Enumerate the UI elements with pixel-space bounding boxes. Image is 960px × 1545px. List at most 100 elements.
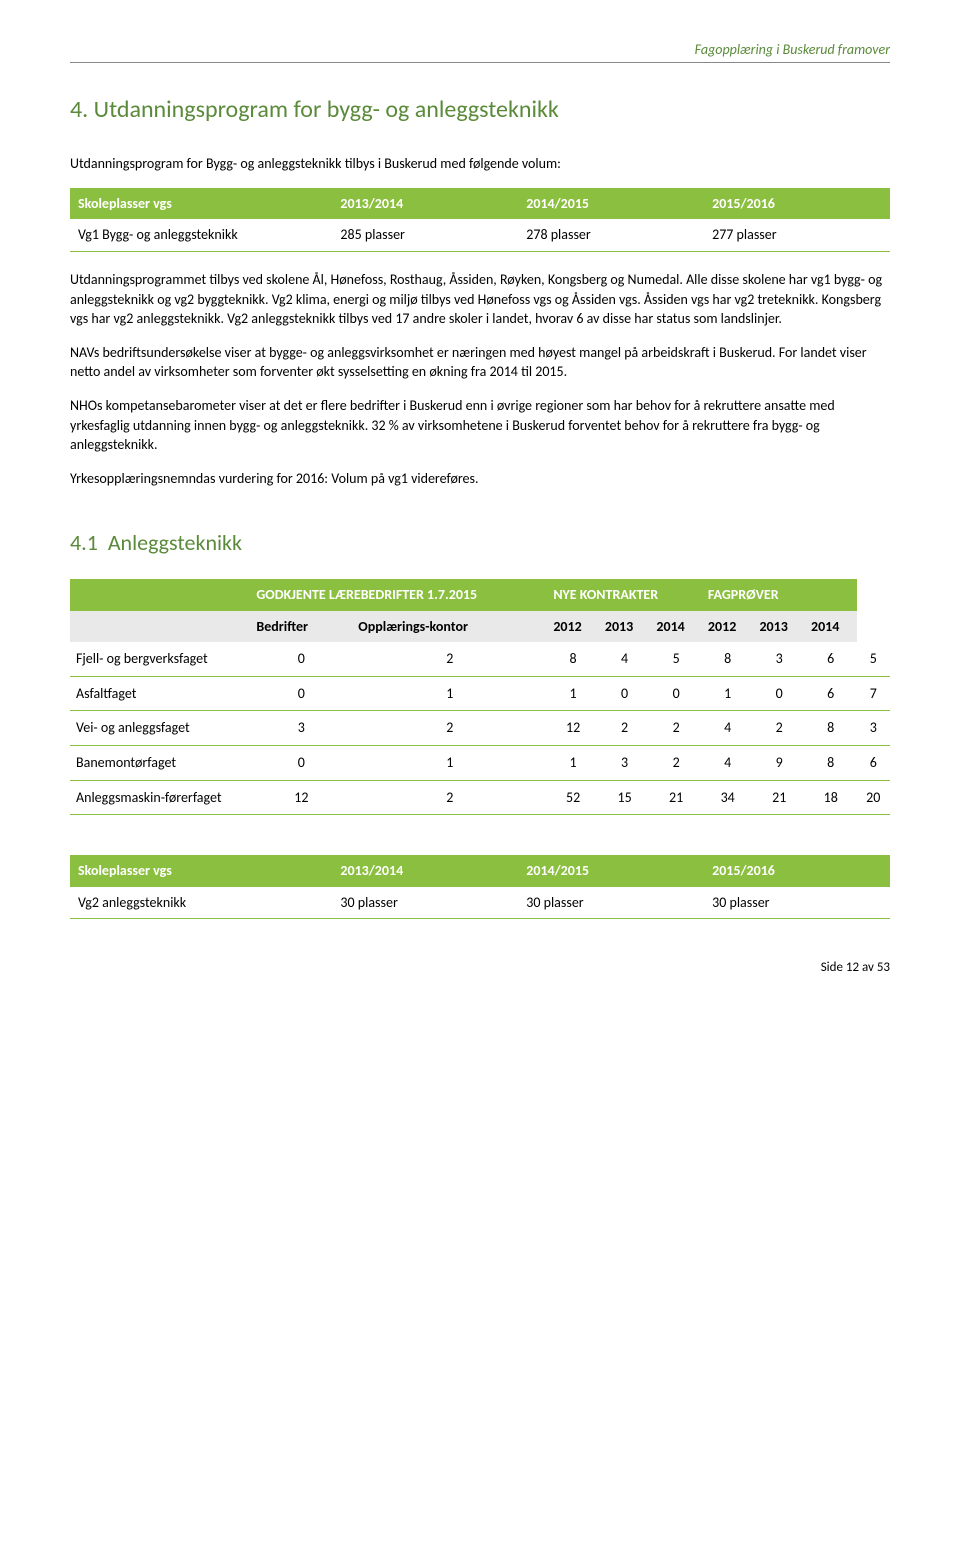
row-label: Banemontørfaget <box>70 746 250 781</box>
cell: 8 <box>547 642 599 676</box>
row-label: Vg1 Bygg- og anleggsteknikk <box>70 219 332 251</box>
cell: 2 <box>650 711 702 746</box>
col-sub-header <box>70 611 250 643</box>
row-label: Anleggsmaskin-førerfaget <box>70 780 250 815</box>
cell: 30 plasser <box>518 887 704 919</box>
col-group-header: FAGPRØVER <box>702 579 857 611</box>
cell: 2 <box>352 711 547 746</box>
col-sub-header: 2013 <box>599 611 651 643</box>
col-header: 2014/2015 <box>518 855 704 887</box>
cell: 4 <box>599 642 651 676</box>
col-group-header: GODKJENTE LÆREBEDRIFTER 1.7.2015 <box>250 579 547 611</box>
cell: 1 <box>702 676 754 711</box>
section-title-text: Utdanningsprogram for bygg- og anleggste… <box>94 95 559 124</box>
cell: 8 <box>805 711 857 746</box>
cell: 6 <box>805 676 857 711</box>
col-sub-header: 2012 <box>547 611 599 643</box>
table-row: Anleggsmaskin-førerfaget1225215213421182… <box>70 780 890 815</box>
cell: 34 <box>702 780 754 815</box>
cell: 1 <box>547 746 599 781</box>
row-label: Asfaltfaget <box>70 676 250 711</box>
col-sub-header: Bedrifter <box>250 611 352 643</box>
col-header: 2013/2014 <box>332 188 518 220</box>
cell: 3 <box>753 642 805 676</box>
col-sub-header: 2014 <box>650 611 702 643</box>
cell: 0 <box>250 642 352 676</box>
col-header: 2015/2016 <box>704 188 890 220</box>
cell: 2 <box>599 711 651 746</box>
cell: 1 <box>352 676 547 711</box>
col-header: Skoleplasser vgs <box>70 188 332 220</box>
cell: 0 <box>650 676 702 711</box>
subsection-title: 4.1 Anleggsteknikk <box>70 528 890 559</box>
col-header: 2015/2016 <box>704 855 890 887</box>
col-header: Skoleplasser vgs <box>70 855 332 887</box>
cell: 3 <box>599 746 651 781</box>
cell: 6 <box>805 642 857 676</box>
cell: 21 <box>650 780 702 815</box>
schoolplaces-table-2: Skoleplasser vgs 2013/2014 2014/2015 201… <box>70 855 890 919</box>
cell: 277 plasser <box>704 219 890 251</box>
section-number: 4. <box>70 95 88 124</box>
cell: 20 <box>857 780 891 815</box>
cell: 1 <box>547 676 599 711</box>
body-paragraph: NAVs bedriftsundersøkelse viser at bygge… <box>70 343 890 382</box>
col-sub-header: 2014 <box>805 611 857 643</box>
cell: 2 <box>352 780 547 815</box>
cell: 52 <box>547 780 599 815</box>
subsection-number: 4.1 <box>70 529 98 556</box>
table-row: Asfaltfaget011001067 <box>70 676 890 711</box>
table-row: Vg2 anleggsteknikk 30 plasser 30 plasser… <box>70 887 890 919</box>
cell: 12 <box>250 780 352 815</box>
cell: 0 <box>250 676 352 711</box>
cell: 15 <box>599 780 651 815</box>
table-row: Vg1 Bygg- og anleggsteknikk 285 plasser … <box>70 219 890 251</box>
body-paragraph: NHOs kompetansebarometer viser at det er… <box>70 396 890 455</box>
col-group-header: NYE KONTRAKTER <box>547 579 702 611</box>
cell: 12 <box>547 711 599 746</box>
row-label: Fjell- og bergverksfaget <box>70 642 250 676</box>
cell: 8 <box>805 746 857 781</box>
cell: 0 <box>753 676 805 711</box>
col-header: 2014/2015 <box>518 188 704 220</box>
col-group-header <box>70 579 250 611</box>
schoolplaces-table-1: Skoleplasser vgs 2013/2014 2014/2015 201… <box>70 188 890 252</box>
body-paragraph: Utdanningsprogrammet tilbys ved skolene … <box>70 270 890 329</box>
col-header: 2013/2014 <box>332 855 518 887</box>
cell: 4 <box>702 746 754 781</box>
table-sub-header-row: Bedrifter Opplærings-kontor 2012 2013 20… <box>70 611 890 643</box>
row-label: Vei- og anleggsfaget <box>70 711 250 746</box>
cell: 8 <box>702 642 754 676</box>
row-label: Vg2 anleggsteknikk <box>70 887 332 919</box>
cell: 3 <box>857 711 891 746</box>
cell: 21 <box>753 780 805 815</box>
cell: 285 plasser <box>332 219 518 251</box>
cell: 1 <box>352 746 547 781</box>
cell: 2 <box>352 642 547 676</box>
subsection-title-text: Anleggsteknikk <box>108 529 242 556</box>
col-sub-header: 2013 <box>753 611 805 643</box>
page-footer: Side 12 av 53 <box>70 959 890 977</box>
body-paragraph: Yrkesopplæringsnemndas vurdering for 201… <box>70 469 890 489</box>
section-intro: Utdanningsprogram for Bygg- og anleggste… <box>70 154 890 174</box>
cell: 5 <box>650 642 702 676</box>
cell: 278 plasser <box>518 219 704 251</box>
cell: 30 plasser <box>704 887 890 919</box>
cell: 6 <box>857 746 891 781</box>
cell: 2 <box>753 711 805 746</box>
subject-data-table: GODKJENTE LÆREBEDRIFTER 1.7.2015 NYE KON… <box>70 579 890 815</box>
cell: 0 <box>250 746 352 781</box>
table-row: Banemontørfaget011324986 <box>70 746 890 781</box>
table-group-header-row: GODKJENTE LÆREBEDRIFTER 1.7.2015 NYE KON… <box>70 579 890 611</box>
cell: 30 plasser <box>332 887 518 919</box>
cell: 9 <box>753 746 805 781</box>
table-header-row: Skoleplasser vgs 2013/2014 2014/2015 201… <box>70 188 890 220</box>
table-row: Fjell- og bergverksfaget028458365 <box>70 642 890 676</box>
cell: 7 <box>857 676 891 711</box>
section-title: 4. Utdanningsprogram for bygg- og anlegg… <box>70 93 890 127</box>
col-sub-header: Opplærings-kontor <box>352 611 547 643</box>
col-sub-header: 2012 <box>702 611 754 643</box>
cell: 0 <box>599 676 651 711</box>
cell: 4 <box>702 711 754 746</box>
cell: 18 <box>805 780 857 815</box>
